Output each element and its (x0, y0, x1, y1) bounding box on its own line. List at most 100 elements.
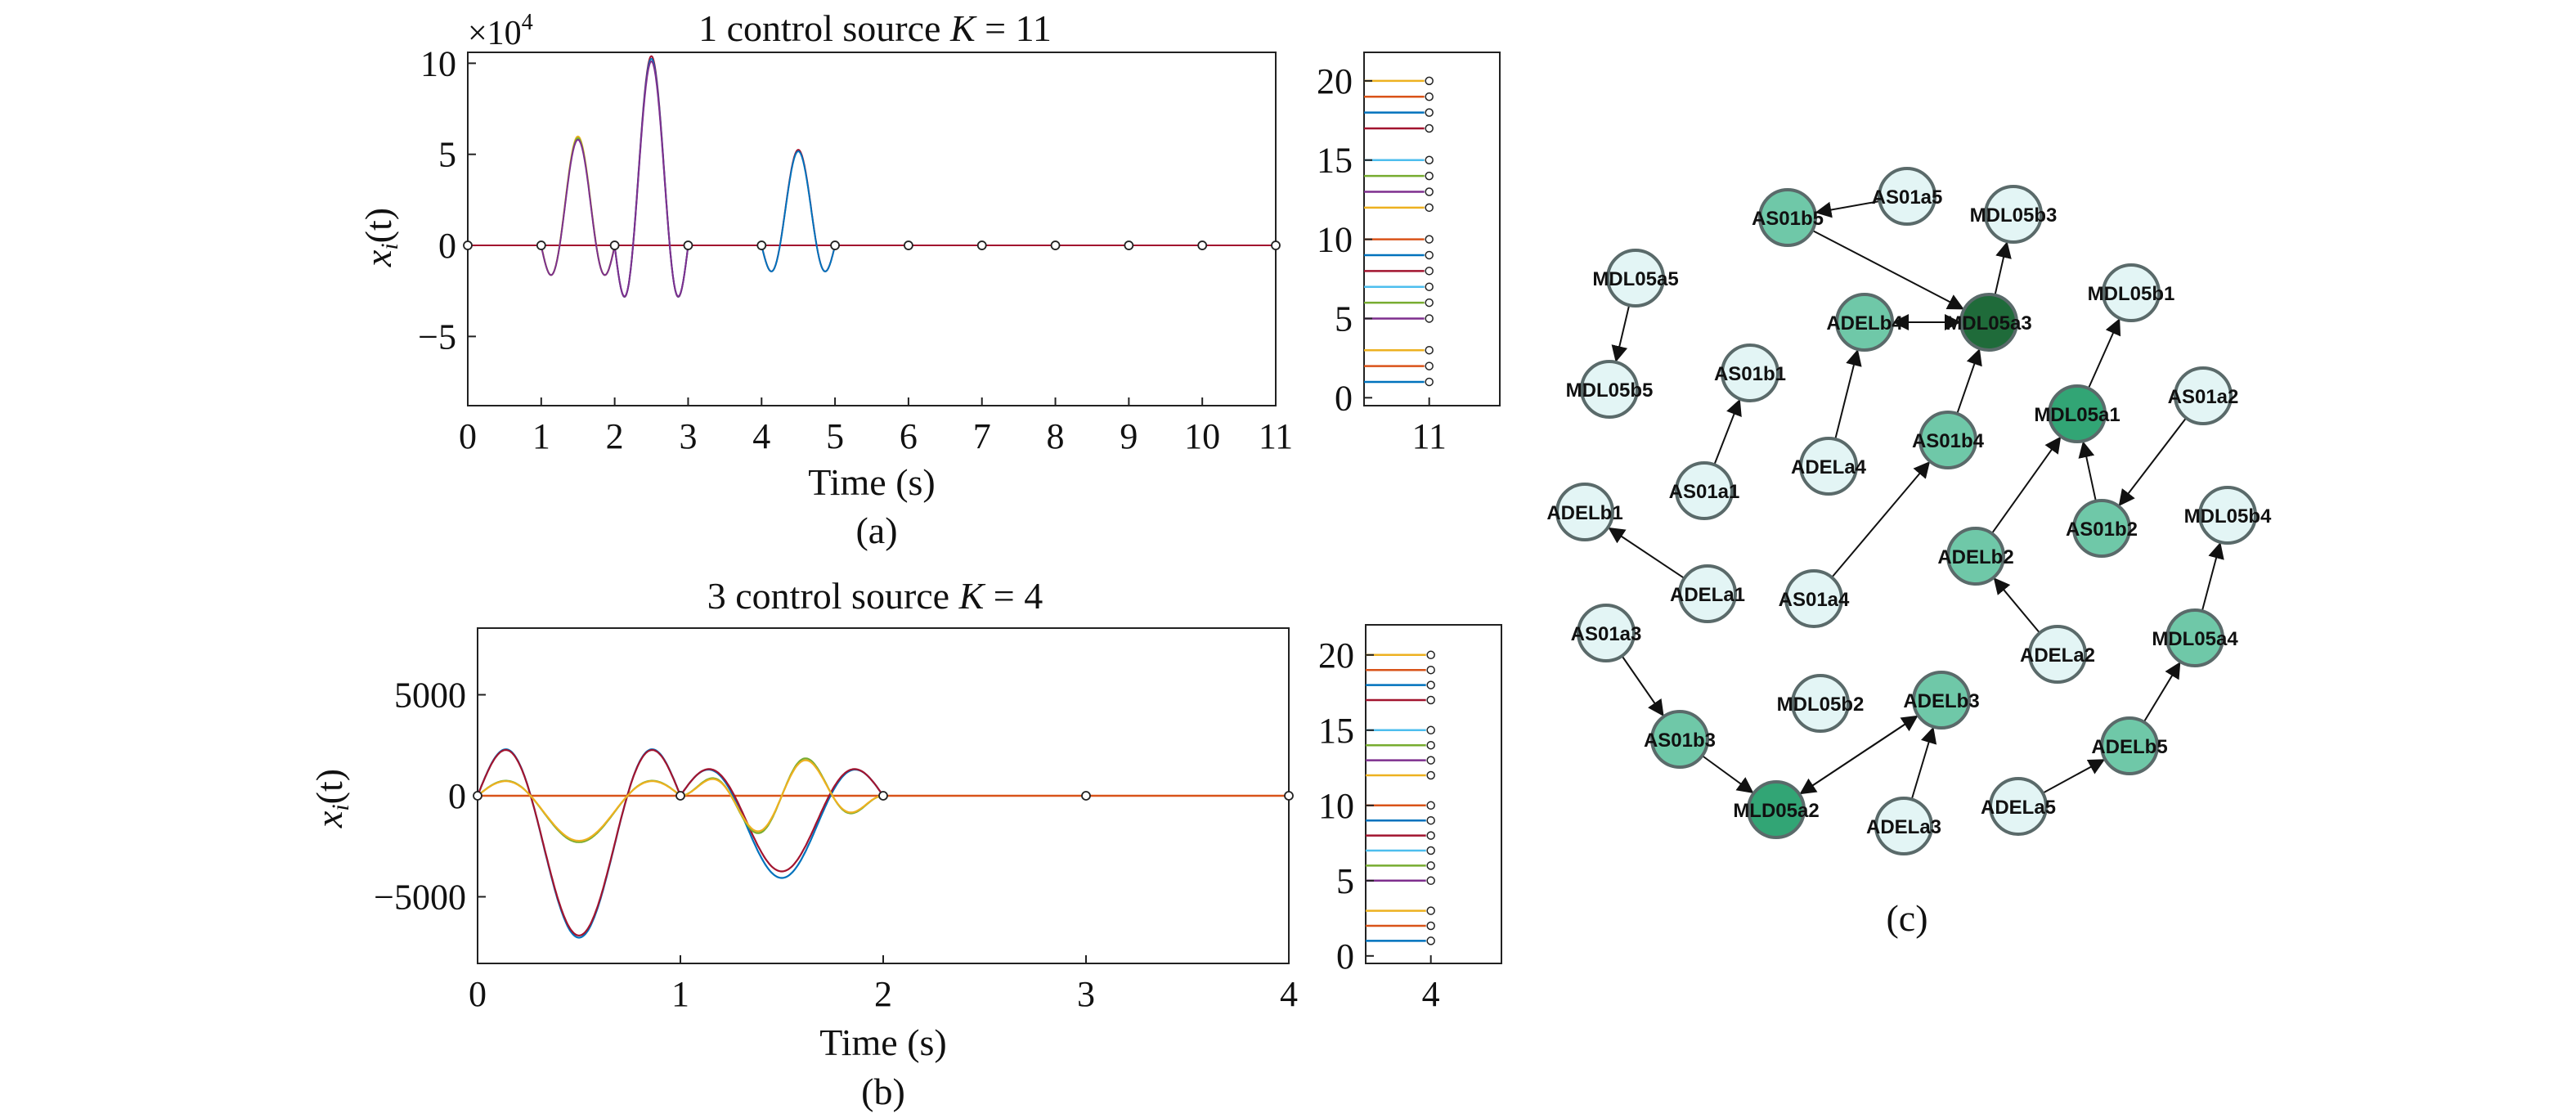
panel-a-xtick-label: 5 (826, 416, 844, 456)
network-edge (1611, 304, 1631, 362)
network-node: AS01b2 (2066, 499, 2138, 558)
panel-a-side-ytick-label: 5 (1335, 299, 1353, 339)
panel-b: 3 control source K = 4 0 1 2 3 4 −5000 0 5000 T… (308, 575, 1502, 1112)
network-node-circle (2165, 608, 2224, 667)
panel-a-xtick-label: 1 (532, 416, 550, 456)
panel-a-side-stub-marker (1425, 76, 1434, 86)
network-node: ADELa5 (1981, 777, 2056, 836)
network-node-circle (2102, 263, 2161, 322)
network-node-circle (1721, 343, 1779, 402)
network-node: AS01b1 (1714, 343, 1786, 402)
network-node-label: ADELa1 (1670, 584, 1745, 606)
network-node: ADELb2 (1937, 527, 2014, 586)
network-node-circle (2174, 366, 2233, 425)
network-node: MDL05a3 (1945, 293, 2032, 352)
panel-a-side-stub-marker (1425, 108, 1434, 117)
network-node-circle (1919, 411, 1977, 469)
panel-a-ytick-label: −5 (418, 317, 456, 357)
network-node-circle (1606, 249, 1665, 308)
panel-a-side-ytick-label: 20 (1317, 61, 1353, 101)
network-edge (1811, 229, 1964, 310)
network-edge (2201, 541, 2224, 612)
panel-a-y-axis-label: xi(t) (357, 208, 403, 267)
panel-a-pulse-series (613, 55, 689, 299)
network-edge (1831, 460, 1931, 578)
panel-a-side-stub-marker (1425, 92, 1434, 101)
network-node-label: MDL05a4 (2152, 628, 2238, 650)
panel-a-xtick-label: 2 (606, 416, 624, 456)
network-node-label: AS01a2 (2168, 386, 2239, 408)
panel-b-side-stub-marker (1426, 876, 1435, 886)
panel-b-side-stub-marker (1426, 725, 1435, 735)
panel-a-multiplier: ×104 (468, 10, 533, 52)
panel-a-marker (1271, 240, 1281, 250)
network-node-label: MDL05b5 (1566, 379, 1654, 402)
network-node-circle (1678, 564, 1737, 623)
network-edge (1994, 241, 2012, 296)
panel-a-side-tick-labels: 0 5 10 15 20 11 (1317, 61, 1447, 456)
panel-a-side-stubs (1364, 76, 1434, 387)
panel-a-side-stub-marker (1425, 187, 1434, 196)
network-node-circle (2028, 625, 2087, 684)
network-node-label: AS01a4 (1779, 589, 1850, 611)
panel-a-side-stub-marker (1425, 377, 1434, 387)
panel-b-marker (1081, 791, 1091, 801)
panel-b-second-small-series (680, 759, 884, 833)
network-node: MDL05b3 (1970, 185, 2057, 244)
network-node-label: AS01b2 (2066, 519, 2138, 541)
network-node-circle (2072, 499, 2131, 558)
network-node: AS01b3 (1644, 710, 1716, 769)
network-node-label: AS01b1 (1714, 363, 1786, 385)
network-node-circle (1577, 604, 1636, 662)
network-node-label: ADELb5 (2091, 736, 2167, 758)
panel-a-ytick-label: 10 (420, 43, 456, 83)
network-node-circle (1791, 674, 1850, 733)
panel-b-small-series (477, 779, 681, 843)
panel-b-second-large-series (680, 768, 884, 879)
network-node-label: AS01a3 (1571, 623, 1642, 645)
panel-b-side-stubs (1366, 650, 1435, 945)
panel-a-side-stub-marker (1425, 345, 1434, 355)
network-node-circle (1675, 461, 1734, 520)
panel-a-xtick-label: 10 (1184, 416, 1220, 456)
panel-a-xtick-label: 6 (900, 416, 918, 456)
panel-a-marker (1124, 240, 1134, 250)
panel-a-side-stub-marker (1425, 203, 1434, 213)
panel-b-side-ytick-label: 0 (1336, 936, 1354, 977)
panel-b-side-tick-labels: 0 5 10 15 20 4 (1318, 635, 1440, 1014)
network-node: MDL05a4 (2152, 608, 2238, 667)
panel-a-marker (463, 240, 473, 250)
panel-a-caption: (a) (855, 510, 897, 551)
panel-b-marker (473, 791, 482, 801)
panel-b-side-stub-marker (1426, 756, 1435, 765)
panel-a-xtick-label: 4 (752, 416, 770, 456)
network-node-label: MDL05b4 (2184, 505, 2272, 528)
network-node-label: AS01b4 (1912, 430, 1985, 452)
panel-b-side-xtick-label: 4 (1422, 974, 1440, 1014)
network-node: ADELb3 (1903, 671, 1980, 730)
network-node: AS01a3 (1571, 604, 1642, 662)
panel-b-side-stub-marker (1426, 650, 1435, 660)
network-node-circle (1912, 671, 1971, 730)
panel-b-side-ytick-label: 5 (1336, 861, 1354, 901)
network-node-label: ADELa4 (1791, 456, 1867, 478)
panel-a-marker (904, 240, 913, 250)
network-node: ADELa4 (1791, 437, 1867, 496)
panel-b-xtick-label: 2 (874, 974, 892, 1014)
panel-b-side-stub-marker (1426, 906, 1435, 915)
network-edge (1621, 655, 1664, 717)
panel-b-marker (878, 791, 888, 801)
network-node: AS01a4 (1779, 569, 1850, 628)
panel-a-xtick-label: 7 (973, 416, 991, 456)
network-node: MDL05b5 (1566, 360, 1654, 419)
panel-b-side-ytick-label: 20 (1318, 635, 1354, 676)
panel-a-marker (830, 240, 840, 250)
panel-a-pulse-series (540, 137, 616, 276)
panel-a-marker (683, 240, 693, 250)
panel-a-side-stub-marker (1425, 361, 1434, 370)
panel-b-second-large-series (680, 768, 884, 873)
network-node-circle (1555, 483, 1614, 541)
network-node-circle (1784, 569, 1843, 628)
panel-a-ytick-label: 5 (438, 135, 456, 175)
panel-a-side-stub-marker (1425, 282, 1434, 291)
